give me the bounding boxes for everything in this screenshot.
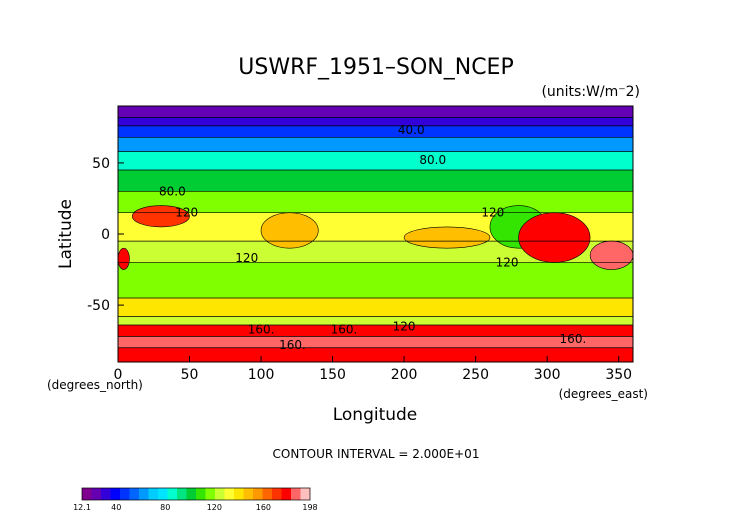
contour-label-3: 120 [175,206,198,220]
colorbar-swatch-21 [281,488,292,500]
units-label: (units:W/m⁻2) [541,84,640,100]
latitude-band-8 [118,241,633,263]
y-axis-ticks: -50 0 50 [87,156,124,314]
colorbar-swatch-15 [224,488,235,500]
latitude-band-11 [118,316,633,326]
latitude-band-9 [118,262,633,298]
field-region-4 [403,226,491,249]
y-axis-label: Latitude [56,199,76,269]
colorbar-swatch-4 [120,488,130,500]
x-unit-label: (degrees_east) [559,387,648,401]
contour-label-0: 40.0 [398,123,425,137]
y-tick-label-2: 50 [92,156,110,172]
colorbar-tick-3: 120 [207,503,222,512]
latitude-band-1 [118,117,633,126]
colorbar-swatch-16 [234,488,244,500]
contour-label-10: 160. [279,338,306,352]
colorbar-swatch-11 [186,488,197,500]
contour-labels: 40.0 80.0 80.0 120 120 120 120 120 160. 160. 160. 1… [159,123,586,352]
latitude-band-10 [118,298,633,317]
contour-label-9: 160. [331,322,358,336]
colorbar-swatch-9 [167,488,178,500]
colorbar-swatch-10 [177,488,187,500]
x-axis-label: Longitude [333,405,418,425]
colorbar-swatch-14 [215,488,225,500]
colorbar-swatch-18 [253,488,263,500]
contour-label-4: 120 [481,206,504,220]
y-tick-label-0: -50 [87,298,110,314]
field-region-0 [132,205,190,228]
latitude-band-6 [118,191,633,213]
field-region-2 [518,212,591,263]
colorbar-swatch-2 [101,488,111,500]
contour-label-7: 120 [393,319,416,333]
latitude-band-2 [118,125,633,138]
colorbar-tick-0: 12.1 [73,503,91,512]
colorbar-swatch-6 [139,488,149,500]
colorbar-swatch-5 [129,488,140,500]
colorbar-tick-2: 80 [160,503,170,512]
latitude-band-0 [118,106,633,118]
colorbar-swatch-13 [205,488,216,500]
x-tick-label-7: 350 [605,367,632,383]
colorbar-swatch-19 [262,488,273,500]
x-tick-label-5: 250 [462,367,489,383]
colorbar-swatch-8 [158,488,168,500]
contour-label-11: 160. [560,332,587,346]
latitude-band-5 [118,170,633,192]
colorbar-tick-1: 40 [111,503,121,512]
colorbar-swatch-20 [272,488,282,500]
latitude-band-3 [118,137,633,152]
colorbar-swatch-0 [82,488,92,500]
x-tick-label-1: 50 [181,367,199,383]
x-tick-label-4: 200 [391,367,418,383]
colorbar-tick-4: 160 [256,503,271,512]
colorbar-frame [81,487,311,501]
field-region-5 [589,240,634,270]
field-region-6 [117,247,130,270]
y-unit-label: (degrees_north) [47,378,143,392]
x-tick-label-3: 150 [319,367,346,383]
colorbar-swatch-17 [243,488,254,500]
colorbar-swatch-12 [196,488,206,500]
contour-label-8: 160. [248,322,275,336]
colorbar-swatch-3 [110,488,121,500]
contour-label-1: 80.0 [419,153,446,167]
colorbar-tick-labels: 12.1 40 80 120 160 198 [73,503,318,512]
contour-label-2: 80.0 [159,184,186,198]
colorbar-swatch-7 [148,488,159,500]
latitude-band-4 [118,151,633,170]
contour-interval-label: CONTOUR INTERVAL = 2.000E+01 [273,447,480,461]
field-region-3 [260,212,319,249]
latitude-band-14 [118,347,633,362]
colorbar-tick-5: 198 [302,503,317,512]
latitude-band-12 [118,325,633,337]
x-axis-ticks: 0 50 100 150 200 250 300 350 [114,356,632,383]
y-tick-label-1: 0 [101,227,110,243]
latitude-band-13 [118,336,633,348]
contour-label-6: 120 [496,255,519,269]
colorbar [81,487,311,501]
x-tick-label-0: 0 [114,367,123,383]
x-tick-label-2: 100 [248,367,275,383]
colorbar-swatch-23 [300,488,311,500]
plot-field [117,106,634,362]
chart-title: USWRF_1951–SON_NCEP [238,55,513,80]
colorbar-swatch-22 [291,488,301,500]
x-tick-label-6: 300 [534,367,561,383]
colorbar-swatch-1 [91,488,102,500]
contour-label-5: 120 [235,251,258,265]
